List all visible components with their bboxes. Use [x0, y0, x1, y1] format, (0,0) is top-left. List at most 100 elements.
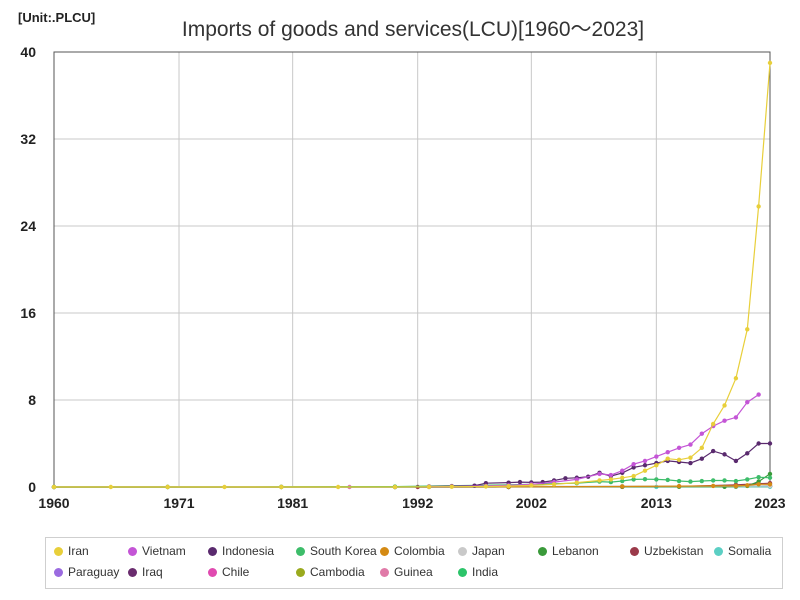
x-axis-ticks: 1960 1971 1981 1992 2002 2013 2023: [38, 495, 785, 511]
data-point: [506, 483, 511, 489]
data-point: [767, 471, 773, 477]
data-point: [710, 478, 716, 483]
data-point: [574, 480, 579, 485]
data-point: [642, 458, 648, 464]
legend-marker: [54, 568, 63, 577]
data-point: [642, 476, 648, 482]
legend-item-guinea: Guinea: [380, 565, 433, 579]
data-point: [597, 478, 602, 483]
legend-marker: [458, 547, 467, 556]
grid-lines: [53, 51, 771, 488]
data-point: [756, 475, 761, 480]
data-point: [676, 457, 682, 463]
data-point: [688, 442, 693, 447]
data-point: [574, 477, 579, 482]
legend-marker: [208, 568, 217, 577]
data-point: [676, 445, 682, 451]
data-point: [745, 483, 750, 488]
data-point: [733, 483, 739, 489]
x-tick-label: 1992: [402, 495, 433, 511]
y-tick-label: 8: [28, 392, 36, 408]
data-point: [631, 473, 636, 479]
series-group: [51, 60, 773, 490]
data-point: [767, 441, 773, 446]
data-point: [699, 431, 705, 436]
legend-item-colombia: Colombia: [380, 544, 445, 558]
data-point: [392, 484, 398, 490]
data-point: [688, 460, 693, 466]
y-tick-label: 24: [20, 218, 36, 234]
data-point: [551, 482, 557, 487]
data-point: [722, 484, 727, 489]
data-point: [767, 475, 773, 480]
legend-label: Cambodia: [310, 565, 365, 579]
data-point: [608, 477, 614, 482]
legend-marker: [380, 547, 389, 556]
data-point: [688, 455, 693, 460]
legend-marker: [296, 568, 305, 577]
data-point: [654, 454, 659, 459]
x-tick-label: 1960: [38, 495, 69, 511]
series-line: [54, 473, 771, 488]
legend-item-paraguay: Paraguay: [54, 565, 119, 579]
data-point: [165, 484, 170, 490]
data-point: [676, 478, 682, 484]
legend-item-vietnam: Vietnam: [128, 544, 186, 558]
data-point: [756, 204, 761, 209]
data-point: [722, 403, 727, 408]
legend-marker: [128, 568, 137, 577]
data-point: [222, 484, 227, 490]
data-point: [756, 482, 761, 487]
data-point: [597, 471, 602, 477]
legend-label: Indonesia: [222, 544, 275, 558]
legend-marker: [208, 547, 217, 556]
chart-title: Imports of goods and services(LCU)[1960～…: [182, 18, 644, 41]
x-tick-label: 2013: [641, 495, 672, 511]
data-point: [426, 484, 432, 489]
legend-item-cambodia: Cambodia: [296, 565, 365, 579]
data-point: [620, 475, 625, 480]
series-colombia: [51, 482, 773, 490]
legend-item-japan: Japan: [458, 544, 505, 558]
legend-item-somalia: Somalia: [714, 544, 771, 558]
data-point: [699, 478, 705, 484]
data-point: [483, 484, 489, 489]
x-tick-label: 2002: [516, 495, 547, 511]
data-point: [620, 468, 625, 473]
data-point: [631, 477, 636, 482]
unit-label: [Unit:.PLCU]: [18, 10, 96, 25]
legend-marker: [630, 547, 639, 556]
legend-item-south-korea: South Korea: [296, 544, 377, 558]
legend-label: South Korea: [310, 544, 377, 558]
data-point: [529, 483, 534, 488]
data-point: [608, 472, 614, 478]
legend-item-india: India: [458, 565, 498, 579]
x-tick-label: 1971: [163, 495, 194, 511]
data-point: [665, 456, 670, 461]
legend-item-iran: Iran: [54, 544, 89, 558]
data-point: [767, 482, 773, 487]
series-line: [54, 62, 771, 488]
data-point: [108, 484, 114, 490]
series-line: [428, 442, 770, 488]
data-point: [733, 478, 739, 484]
x-tick-label: 2023: [754, 495, 785, 511]
legend-item-chile: Chile: [208, 565, 249, 579]
data-point: [722, 418, 727, 423]
data-point: [631, 461, 636, 467]
legend-marker: [380, 568, 389, 577]
plot-area-frame: [53, 51, 771, 488]
data-point: [756, 441, 761, 446]
legend-label: Vietnam: [142, 544, 186, 558]
y-axis-ticks: 0 8 16 24 32 40: [20, 44, 36, 495]
legend-label: Guinea: [394, 565, 433, 579]
data-point: [745, 327, 750, 332]
legend-marker: [538, 547, 547, 556]
data-point: [51, 484, 57, 490]
data-point: [733, 458, 739, 464]
legend-label: Colombia: [394, 544, 445, 558]
series-line: [428, 394, 759, 488]
legend-label: Lebanon: [552, 544, 599, 558]
y-tick-label: 40: [20, 44, 36, 60]
